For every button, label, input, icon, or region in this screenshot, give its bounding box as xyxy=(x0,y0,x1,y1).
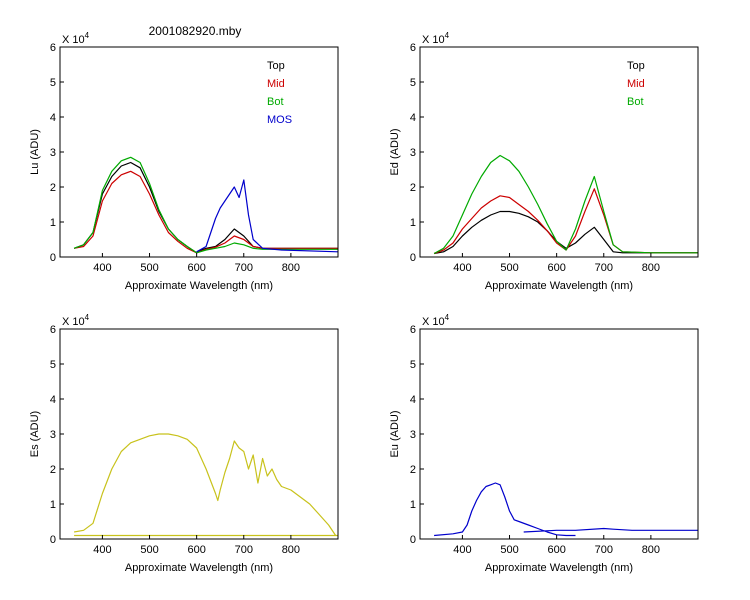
x-tick-label: 500 xyxy=(500,544,518,556)
y-tick-label: 4 xyxy=(50,112,56,124)
y-tick-label: 4 xyxy=(410,394,416,406)
legend-entry-mid: Mid xyxy=(627,78,645,90)
x-axis-label: Approximate Wavelength (nm) xyxy=(485,280,633,292)
y-axis-label: Ed (ADU) xyxy=(389,128,401,175)
legend-entry-top: Top xyxy=(267,60,285,72)
y-multiplier-label: X 104 xyxy=(422,31,450,46)
x-axis-label: Approximate Wavelength (nm) xyxy=(125,280,273,292)
y-tick-label: 6 xyxy=(410,42,416,54)
plot-frame xyxy=(59,46,339,258)
y-tick-label: 4 xyxy=(50,394,56,406)
y-tick-label: 6 xyxy=(50,324,56,336)
y-tick-label: 0 xyxy=(50,534,56,546)
x-tick-label: 700 xyxy=(235,262,253,274)
x-tick-label: 500 xyxy=(140,544,158,556)
series-group xyxy=(73,433,338,537)
x-tick-label: 700 xyxy=(235,544,253,556)
x-tick-label: 600 xyxy=(547,262,565,274)
y-tick-label: 2 xyxy=(50,182,56,194)
y-multiplier-exponent: 4 xyxy=(445,31,450,40)
y-axis-label: Es (ADU) xyxy=(29,411,41,457)
y-tick-label: 0 xyxy=(410,252,416,264)
panel-es: 400 500 600 700 800 0 1 2 3 4 5 6 X 104 Approximate W… xyxy=(29,313,339,574)
y-axis-label: Lu (ADU) xyxy=(29,129,41,175)
x-tick-label: 800 xyxy=(282,262,300,274)
figure-title: 2001082920.mby xyxy=(149,24,242,38)
panel-lu: 400 500 600 700 800 0 1 2 3 4 5 6 X 104 Approximate W… xyxy=(29,31,339,292)
plot-frame xyxy=(59,328,339,540)
y-tick-label: 0 xyxy=(410,534,416,546)
y-tick-label: 1 xyxy=(50,217,56,229)
x-tick-label: 800 xyxy=(282,544,300,556)
x-tick-label: 800 xyxy=(642,544,660,556)
series-line-bot-2 xyxy=(73,156,338,254)
y-tick-label: 0 xyxy=(50,252,56,264)
legend-entry-mid: Mid xyxy=(267,78,285,90)
series-line-bot-2 xyxy=(433,154,698,255)
y-tick-label: 2 xyxy=(410,182,416,194)
series-group xyxy=(433,154,698,255)
x-tick-label: 400 xyxy=(93,544,111,556)
y-tick-label: 3 xyxy=(410,429,416,441)
legend-entry-bot: Bot xyxy=(267,96,284,108)
x-tick-label: 400 xyxy=(93,262,111,274)
series-line-es-0 xyxy=(73,433,337,536)
legend-entry-mos: MOS xyxy=(267,114,292,126)
series-group xyxy=(73,156,339,254)
panel-eu: 400 500 600 700 800 0 1 2 3 4 5 6 X 104 Approximate W… xyxy=(389,313,699,574)
y-tick-label: 4 xyxy=(410,112,416,124)
series-line-top-0 xyxy=(73,161,338,254)
y-multiplier-label: X 104 xyxy=(422,313,450,328)
y-tick-label: 5 xyxy=(50,359,56,371)
y-tick-label: 2 xyxy=(50,464,56,476)
x-tick-label: 400 xyxy=(453,544,471,556)
x-tick-label: 600 xyxy=(187,544,205,556)
y-tick-label: 5 xyxy=(410,77,416,89)
y-multiplier-exponent: 4 xyxy=(445,313,450,322)
y-tick-label: 5 xyxy=(410,359,416,371)
series-line-top-0 xyxy=(433,210,698,255)
plot-frame xyxy=(419,46,699,258)
x-tick-label: 500 xyxy=(500,262,518,274)
legend-entry-bot: Bot xyxy=(627,96,644,108)
x-axis-label: Approximate Wavelength (nm) xyxy=(485,562,633,574)
y-tick-label: 1 xyxy=(410,499,416,511)
y-tick-label: 1 xyxy=(410,217,416,229)
x-tick-label: 400 xyxy=(453,262,471,274)
y-tick-label: 3 xyxy=(50,429,56,441)
y-multiplier-label: X 104 xyxy=(62,313,90,328)
y-tick-label: 5 xyxy=(50,77,56,89)
series-line-eu-1 xyxy=(523,527,698,533)
y-tick-label: 6 xyxy=(410,324,416,336)
series-line-mid-1 xyxy=(73,170,338,254)
y-multiplier-exponent: 4 xyxy=(85,313,90,322)
plot-frame xyxy=(419,328,699,540)
x-axis-label: Approximate Wavelength (nm) xyxy=(125,562,273,574)
y-tick-label: 3 xyxy=(50,147,56,159)
y-multiplier-label: X 104 xyxy=(62,31,90,46)
x-tick-label: 700 xyxy=(595,262,613,274)
y-axis-label: Eu (ADU) xyxy=(389,410,401,457)
panel-ed: 400 500 600 700 800 0 1 2 3 4 5 6 X 104 Approximate W… xyxy=(389,31,699,292)
x-tick-label: 500 xyxy=(140,262,158,274)
x-tick-label: 600 xyxy=(187,262,205,274)
y-multiplier-exponent: 4 xyxy=(85,31,90,40)
series-line-mos-3 xyxy=(196,179,339,253)
series-group xyxy=(434,482,698,537)
y-tick-label: 2 xyxy=(410,464,416,476)
y-tick-label: 6 xyxy=(50,42,56,54)
x-tick-label: 700 xyxy=(595,544,613,556)
x-tick-label: 600 xyxy=(547,544,565,556)
series-line-eu-0 xyxy=(434,482,576,537)
legend-entry-top: Top xyxy=(627,60,645,72)
y-tick-label: 1 xyxy=(50,499,56,511)
series-line-mid-1 xyxy=(433,188,698,255)
y-tick-label: 3 xyxy=(410,147,416,159)
x-tick-label: 800 xyxy=(642,262,660,274)
